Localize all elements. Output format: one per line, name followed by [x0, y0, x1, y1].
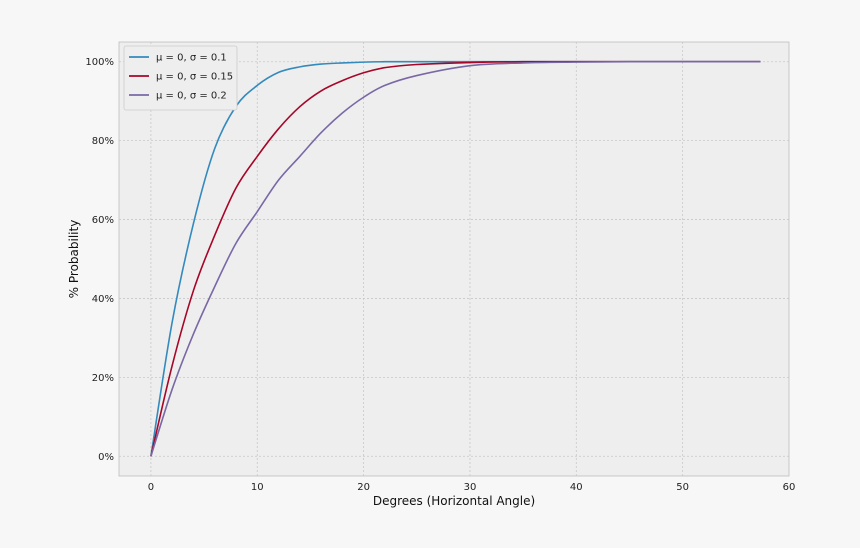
- y-tick-label: 80%: [92, 136, 114, 147]
- x-tick-label: 50: [676, 482, 689, 493]
- legend-label: μ = 0, σ = 0.1: [156, 53, 227, 64]
- y-tick-label: 20%: [92, 373, 114, 384]
- legend-label: μ = 0, σ = 0.2: [156, 91, 227, 102]
- x-axis-ticks: 0 10 20 30 40 50 60: [148, 482, 796, 493]
- y-tick-label: 100%: [85, 57, 114, 68]
- y-tick-label: 60%: [92, 215, 114, 226]
- y-tick-label: 40%: [92, 294, 114, 305]
- legend: μ = 0, σ = 0.1 μ = 0, σ = 0.15 μ = 0, σ = …: [123, 45, 238, 111]
- series-layer: [150, 60, 761, 457]
- grid: [119, 42, 790, 476]
- y-axis-ticks: 0% 20% 40% 60% 80% 100%: [85, 57, 114, 463]
- x-tick-label: 20: [357, 482, 370, 493]
- legend-label: μ = 0, σ = 0.15: [156, 72, 233, 83]
- x-tick-label: 40: [570, 482, 583, 493]
- x-tick-label: 0: [148, 482, 154, 493]
- legend-box: [123, 45, 238, 111]
- x-tick-label: 30: [464, 482, 477, 493]
- x-tick-label: 10: [251, 482, 264, 493]
- y-tick-label: 0%: [98, 452, 114, 463]
- x-axis-label: Degrees (Horizontal Angle): [373, 494, 535, 508]
- y-axis-label: % Probability: [67, 220, 81, 299]
- series-line-3: [150, 60, 761, 457]
- x-tick-label: 60: [783, 482, 796, 493]
